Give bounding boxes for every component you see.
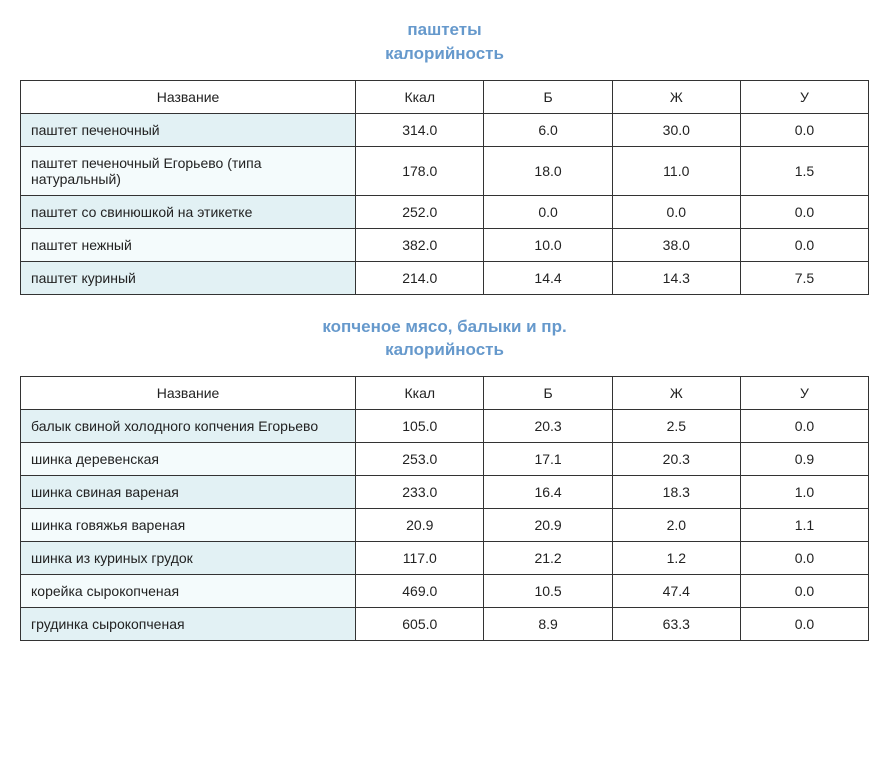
cell-name: паштет куриный	[21, 261, 356, 294]
cell-carb: 0.0	[740, 228, 868, 261]
col-kcal: Ккал	[356, 80, 484, 113]
cell-name: паштет печеночный Егорьево (типа натурал…	[21, 146, 356, 195]
cell-fat: 2.0	[612, 509, 740, 542]
cell-kcal: 314.0	[356, 113, 484, 146]
cell-kcal: 605.0	[356, 608, 484, 641]
table-row: балык свиной холодного копчения Егорьево…	[21, 410, 869, 443]
cell-carb: 0.0	[740, 608, 868, 641]
table-row: паштет печеночный Егорьево (типа натурал…	[21, 146, 869, 195]
table-row: корейка сырокопченая469.010.547.40.0	[21, 575, 869, 608]
cell-kcal: 214.0	[356, 261, 484, 294]
cell-kcal: 252.0	[356, 195, 484, 228]
cell-kcal: 233.0	[356, 476, 484, 509]
table-section2: Название Ккал Б Ж У балык свиной холодно…	[20, 376, 869, 641]
table-row: шинка свиная вареная233.016.418.31.0	[21, 476, 869, 509]
table-row: паштет куриный214.014.414.37.5	[21, 261, 869, 294]
cell-fat: 11.0	[612, 146, 740, 195]
col-kcal: Ккал	[356, 377, 484, 410]
table-row: грудинка сырокопченая605.08.963.30.0	[21, 608, 869, 641]
cell-protein: 6.0	[484, 113, 612, 146]
section1-title-line1: паштеты	[407, 20, 481, 39]
cell-protein: 10.5	[484, 575, 612, 608]
cell-protein: 21.2	[484, 542, 612, 575]
cell-name: паштет нежный	[21, 228, 356, 261]
section2-title: копченое мясо, балыки и пр. калорийность	[20, 315, 869, 363]
cell-carb: 0.0	[740, 410, 868, 443]
section2-title-line2: калорийность	[385, 340, 504, 359]
cell-protein: 10.0	[484, 228, 612, 261]
cell-name: балык свиной холодного копчения Егорьево	[21, 410, 356, 443]
table-row: паштет со свинюшкой на этикетке252.00.00…	[21, 195, 869, 228]
cell-protein: 0.0	[484, 195, 612, 228]
cell-name: шинка свиная вареная	[21, 476, 356, 509]
section1-title-line2: калорийность	[385, 44, 504, 63]
table-section1: Название Ккал Б Ж У паштет печеночный314…	[20, 80, 869, 295]
cell-fat: 38.0	[612, 228, 740, 261]
cell-carb: 0.0	[740, 575, 868, 608]
cell-kcal: 382.0	[356, 228, 484, 261]
cell-protein: 14.4	[484, 261, 612, 294]
cell-kcal: 178.0	[356, 146, 484, 195]
cell-name: шинка говяжья вареная	[21, 509, 356, 542]
cell-name: шинка деревенская	[21, 443, 356, 476]
table-row: паштет печеночный314.06.030.00.0	[21, 113, 869, 146]
cell-kcal: 117.0	[356, 542, 484, 575]
cell-fat: 47.4	[612, 575, 740, 608]
cell-protein: 20.9	[484, 509, 612, 542]
cell-carb: 0.0	[740, 195, 868, 228]
cell-name: шинка из куриных грудок	[21, 542, 356, 575]
cell-fat: 18.3	[612, 476, 740, 509]
cell-protein: 17.1	[484, 443, 612, 476]
cell-carb: 7.5	[740, 261, 868, 294]
cell-name: паштет печеночный	[21, 113, 356, 146]
cell-carb: 0.0	[740, 113, 868, 146]
cell-name: грудинка сырокопченая	[21, 608, 356, 641]
col-name: Название	[21, 80, 356, 113]
table-row: шинка говяжья вареная20.920.92.01.1	[21, 509, 869, 542]
cell-protein: 16.4	[484, 476, 612, 509]
table-row: шинка деревенская253.017.120.30.9	[21, 443, 869, 476]
col-fat: Ж	[612, 377, 740, 410]
table-row: паштет нежный382.010.038.00.0	[21, 228, 869, 261]
cell-name: корейка сырокопченая	[21, 575, 356, 608]
table-row: шинка из куриных грудок117.021.21.20.0	[21, 542, 869, 575]
cell-fat: 63.3	[612, 608, 740, 641]
cell-carb: 0.0	[740, 542, 868, 575]
cell-protein: 20.3	[484, 410, 612, 443]
col-protein: Б	[484, 377, 612, 410]
col-carb: У	[740, 377, 868, 410]
cell-protein: 18.0	[484, 146, 612, 195]
cell-fat: 30.0	[612, 113, 740, 146]
cell-kcal: 253.0	[356, 443, 484, 476]
col-name: Название	[21, 377, 356, 410]
cell-carb: 1.5	[740, 146, 868, 195]
cell-carb: 1.0	[740, 476, 868, 509]
cell-protein: 8.9	[484, 608, 612, 641]
col-protein: Б	[484, 80, 612, 113]
col-fat: Ж	[612, 80, 740, 113]
table-header-row: Название Ккал Б Ж У	[21, 377, 869, 410]
cell-kcal: 105.0	[356, 410, 484, 443]
section2-title-line1: копченое мясо, балыки и пр.	[322, 317, 566, 336]
cell-kcal: 469.0	[356, 575, 484, 608]
table-header-row: Название Ккал Б Ж У	[21, 80, 869, 113]
cell-fat: 1.2	[612, 542, 740, 575]
cell-fat: 0.0	[612, 195, 740, 228]
cell-fat: 2.5	[612, 410, 740, 443]
col-carb: У	[740, 80, 868, 113]
cell-name: паштет со свинюшкой на этикетке	[21, 195, 356, 228]
cell-carb: 0.9	[740, 443, 868, 476]
cell-carb: 1.1	[740, 509, 868, 542]
section1-title: паштеты калорийность	[20, 18, 869, 66]
cell-fat: 20.3	[612, 443, 740, 476]
cell-fat: 14.3	[612, 261, 740, 294]
cell-kcal: 20.9	[356, 509, 484, 542]
